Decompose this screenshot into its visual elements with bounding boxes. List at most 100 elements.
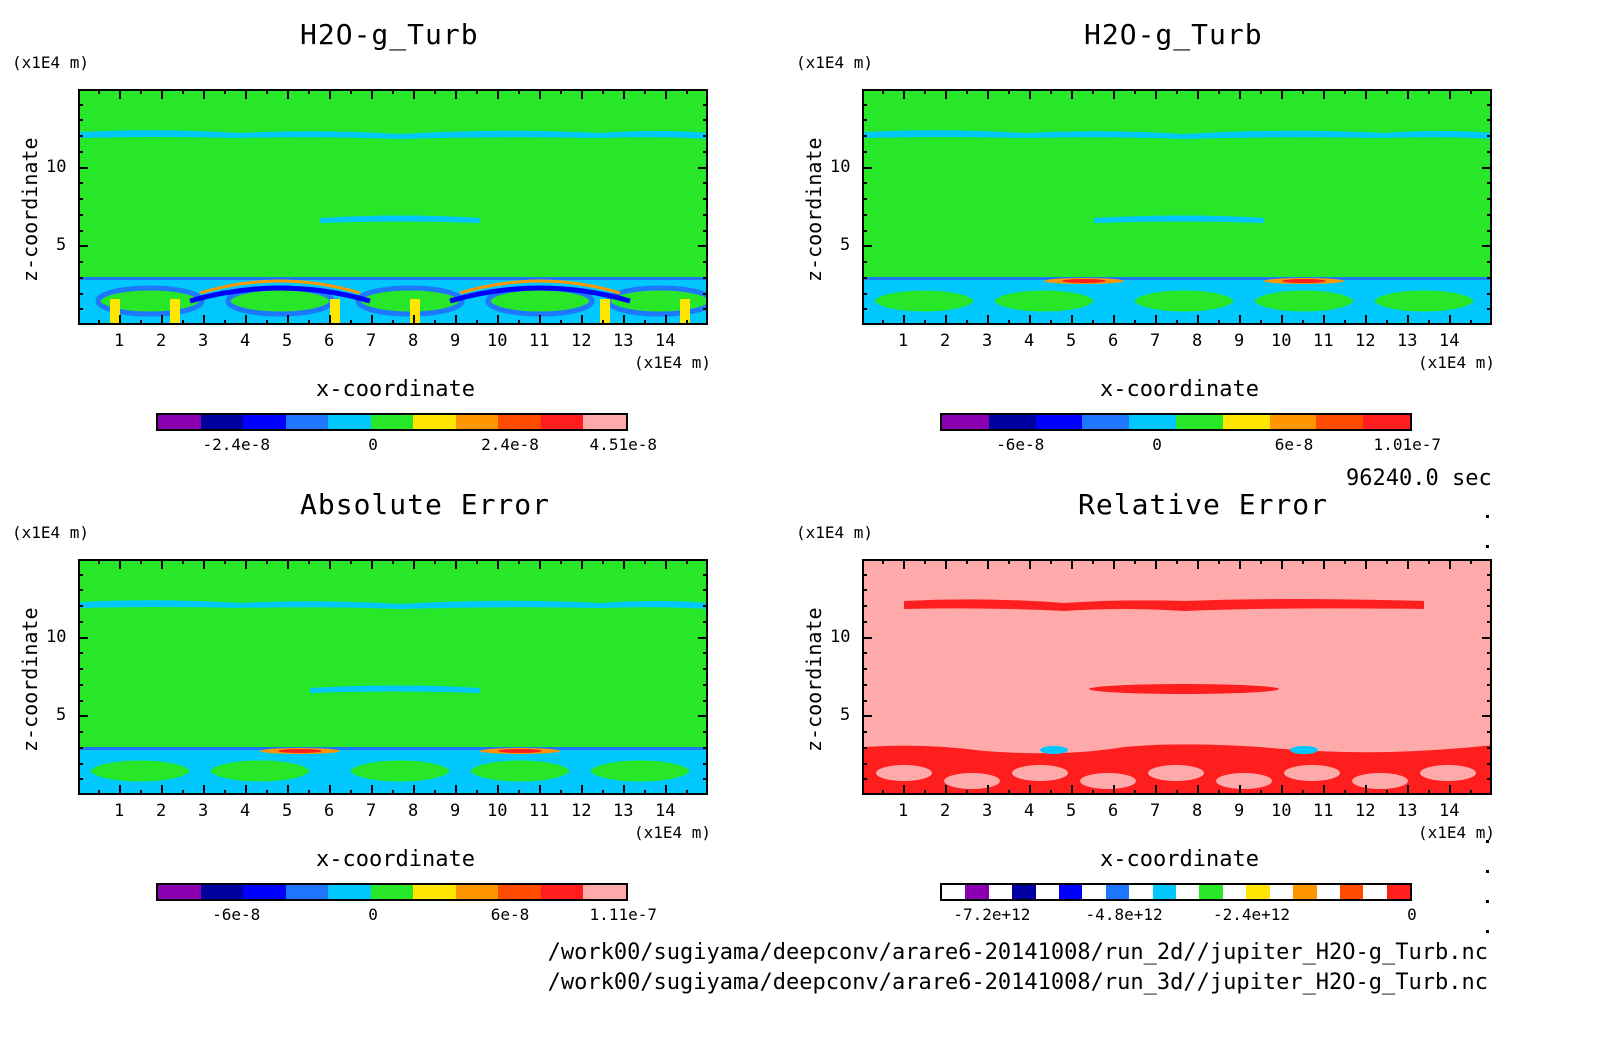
x-tick-label: 5 — [1066, 331, 1077, 351]
x-tick — [476, 790, 478, 795]
y-tick-label: 5 — [56, 705, 67, 726]
x-tick-top — [140, 89, 142, 94]
y-axis-label: z-coordinate — [18, 607, 42, 753]
x-tick — [245, 785, 247, 795]
x-tick-label: 4 — [240, 801, 251, 821]
x-tick-top — [1155, 559, 1157, 569]
x-tick — [329, 785, 331, 795]
colorbar-segment — [370, 885, 414, 899]
x-tick — [1218, 320, 1220, 325]
colorbar-segment — [498, 885, 541, 899]
colorbar-segment — [1012, 885, 1036, 899]
x-tick — [882, 790, 884, 795]
x-tick-top — [371, 559, 373, 569]
x-tick — [945, 315, 947, 325]
x-tick-top — [1092, 559, 1094, 564]
x-axis-label: x-coordinate — [1100, 847, 1259, 872]
x-tick — [987, 315, 989, 325]
x-tick-top — [1470, 559, 1472, 564]
x-tick — [924, 320, 926, 325]
eddy — [1372, 288, 1476, 314]
relerr-hole — [1216, 773, 1272, 789]
colorbar-label: 1.11e-7 — [589, 905, 657, 924]
x-tick-top — [623, 89, 625, 99]
x-tick — [966, 320, 968, 325]
x-tick-top — [1323, 89, 1325, 99]
x-tick-top — [966, 559, 968, 564]
x-tick-top — [539, 89, 541, 99]
x-tick-top — [1113, 89, 1115, 99]
x-tick-top — [539, 559, 541, 569]
eddy-ring — [1129, 285, 1239, 317]
x-tick — [560, 790, 562, 795]
x-tick-top — [1218, 89, 1220, 94]
x-tick — [1344, 320, 1346, 325]
x-tick — [1449, 315, 1451, 325]
y-tick-right — [703, 746, 708, 749]
y-axis-label: z-coordinate — [802, 137, 826, 283]
y-tick-right — [703, 261, 708, 264]
y-tick-label: 10 — [830, 626, 851, 647]
red-spot — [498, 749, 542, 753]
x-tick-top — [966, 89, 968, 94]
x-tick-label: 11 — [529, 331, 550, 351]
x-tick — [1386, 320, 1388, 325]
y-unit-label: (x1E4 m) — [12, 523, 90, 542]
plot-area — [78, 89, 708, 325]
y-tick — [78, 276, 83, 279]
eddy-ring — [585, 755, 695, 787]
x-tick — [350, 790, 352, 795]
x-tick-top — [245, 559, 247, 569]
y-tick-right — [703, 589, 708, 592]
contour-field — [80, 91, 706, 323]
colorbar-segment — [1222, 415, 1270, 429]
colorbar-segment — [498, 415, 541, 429]
x-tick-label: 12 — [1355, 331, 1376, 351]
y-tick-right — [698, 715, 708, 718]
x-tick-label: 7 — [366, 801, 377, 821]
colorbar-segment — [1129, 885, 1153, 899]
arc — [189, 285, 371, 304]
x-tick-top — [182, 559, 184, 564]
colorbar-segment — [942, 885, 966, 899]
x-tick — [665, 315, 667, 325]
arc — [449, 285, 631, 304]
x-tick-top — [1386, 559, 1388, 564]
x-tick — [266, 790, 268, 795]
x-tick-label: 4 — [1024, 801, 1035, 821]
x-tick — [182, 790, 184, 795]
x-tick — [1323, 785, 1325, 795]
x-tick-top — [1407, 559, 1409, 569]
y-tick — [78, 652, 83, 655]
y-tick-right — [1482, 715, 1492, 718]
x-tick-top — [1050, 559, 1052, 564]
x-tick-top — [434, 89, 436, 94]
x-tick — [924, 790, 926, 795]
x-tick-label: 14 — [655, 331, 676, 351]
x-tick-top — [1344, 89, 1346, 94]
colorbar-segment — [285, 415, 329, 429]
x-tick-top — [1176, 559, 1178, 564]
red-spot — [1062, 279, 1106, 283]
x-tick — [1197, 315, 1199, 325]
y-tick-label: 10 — [830, 156, 851, 177]
y-tick-right — [703, 652, 708, 655]
eddy — [88, 758, 192, 784]
colorbar-label: 1.01e-7 — [1373, 435, 1441, 454]
y-tick — [78, 103, 83, 106]
boundary-top — [80, 747, 706, 750]
eddy-ring — [1249, 285, 1359, 317]
relerr-hole — [944, 773, 1000, 789]
y-tick-right — [1487, 762, 1492, 765]
x-tick — [1008, 790, 1010, 795]
y-tick-right — [703, 213, 708, 216]
x-tick — [581, 315, 583, 325]
x-tick — [98, 320, 100, 325]
x-tick-top — [1071, 559, 1073, 569]
x-tick — [518, 320, 520, 325]
y-tick — [862, 762, 867, 765]
x-tick — [644, 790, 646, 795]
panel-title: Relative Error — [1078, 488, 1329, 521]
y-tick — [78, 746, 83, 749]
y-unit-label: (x1E4 m) — [796, 53, 874, 72]
